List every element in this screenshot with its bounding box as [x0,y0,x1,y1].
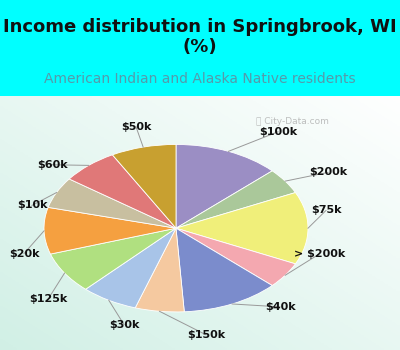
Text: $125k: $125k [29,294,67,304]
Text: $60k: $60k [37,160,67,170]
Wedge shape [44,208,176,254]
Text: $10k: $10k [17,200,47,210]
Text: Income distribution in Springbrook, WI
(%): Income distribution in Springbrook, WI (… [3,18,397,56]
Wedge shape [176,171,296,228]
Text: $200k: $200k [309,167,347,177]
Wedge shape [86,228,176,308]
Text: ⓘ City-Data.com: ⓘ City-Data.com [256,117,328,126]
Text: $75k: $75k [311,205,341,216]
Wedge shape [176,193,308,264]
Text: $50k: $50k [121,122,151,132]
Text: $40k: $40k [265,302,295,312]
Text: > $200k: > $200k [294,248,346,259]
Wedge shape [176,228,272,312]
Wedge shape [176,228,296,286]
Text: $30k: $30k [109,320,139,330]
Text: American Indian and Alaska Native residents: American Indian and Alaska Native reside… [44,72,356,86]
Wedge shape [69,155,176,228]
Wedge shape [112,145,176,228]
Text: $20k: $20k [9,248,39,259]
Wedge shape [50,228,176,289]
Wedge shape [176,145,272,228]
Text: $100k: $100k [259,127,297,137]
Wedge shape [135,228,184,312]
Text: $150k: $150k [187,330,225,340]
Wedge shape [48,179,176,228]
